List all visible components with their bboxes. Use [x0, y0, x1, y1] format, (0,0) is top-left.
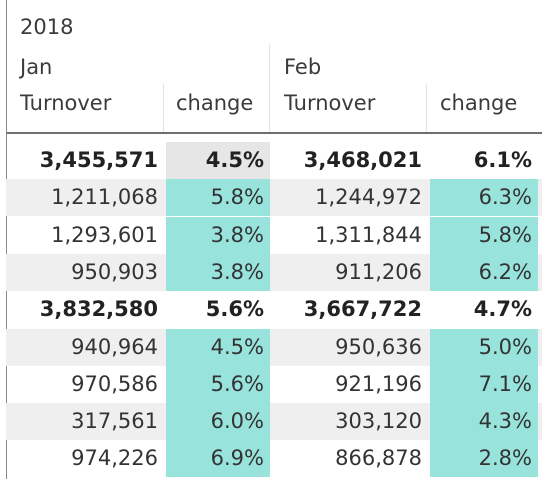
cell-jan-change[interactable]: 6.0%: [166, 403, 270, 440]
cell-jan-turnover[interactable]: 950,903: [71, 260, 158, 284]
table-row-total[interactable]: 3,455,571 4.5% 3,468,021 6.1%: [6, 142, 542, 179]
cell-jan-change[interactable]: 6.9%: [166, 440, 270, 477]
table-row-total[interactable]: 3,832,580 5.6% 3,667,722 4.7%: [6, 291, 542, 328]
cell-feb-change[interactable]: 4.7%: [473, 297, 532, 321]
cell-jan-turnover[interactable]: 3,832,580: [39, 297, 158, 321]
cell-jan-turnover[interactable]: 3,455,571: [39, 148, 158, 172]
cell-feb-turnover[interactable]: 303,120: [335, 409, 422, 433]
cell-feb-change[interactable]: 4.3%: [430, 403, 538, 440]
column-header-feb-change[interactable]: change: [440, 91, 518, 115]
cell-jan-turnover[interactable]: 317,561: [71, 409, 158, 433]
cell-jan-turnover[interactable]: 970,586: [71, 372, 158, 396]
cell-feb-change[interactable]: 2.8%: [430, 440, 538, 477]
header-underline: [6, 132, 542, 134]
cell-jan-turnover[interactable]: 974,226: [71, 446, 158, 470]
table-row[interactable]: 970,586 5.6% 921,196 7.1%: [6, 366, 542, 403]
month-header-jan[interactable]: Jan: [20, 55, 53, 79]
cell-jan-change[interactable]: 5.6%: [205, 297, 264, 321]
cell-feb-turnover[interactable]: 921,196: [335, 372, 422, 396]
column-divider: [269, 44, 270, 132]
cell-feb-change[interactable]: 5.8%: [430, 217, 538, 254]
cell-jan-change[interactable]: 4.5%: [166, 142, 270, 179]
cell-feb-change[interactable]: 7.1%: [430, 366, 538, 403]
cell-feb-turnover[interactable]: 866,878: [335, 446, 422, 470]
cell-jan-turnover[interactable]: 940,964: [71, 335, 158, 359]
cell-feb-turnover[interactable]: 3,468,021: [303, 148, 422, 172]
cell-feb-turnover[interactable]: 1,244,972: [315, 185, 422, 209]
column-divider: [163, 84, 164, 132]
table-row[interactable]: 317,561 6.0% 303,120 4.3%: [6, 403, 542, 440]
table-row[interactable]: 1,211,068 5.8% 1,244,972 6.3%: [6, 179, 542, 216]
table-left-border: [6, 0, 7, 479]
cell-feb-turnover[interactable]: 950,636: [335, 335, 422, 359]
cell-feb-change[interactable]: 6.3%: [430, 179, 538, 216]
table-row[interactable]: 1,293,601 3.8% 1,311,844 5.8%: [6, 217, 542, 254]
cell-feb-turnover[interactable]: 911,206: [335, 260, 422, 284]
table-row[interactable]: 940,964 4.5% 950,636 5.0%: [6, 329, 542, 366]
cell-jan-change[interactable]: 3.8%: [166, 254, 270, 291]
cell-jan-change[interactable]: 5.6%: [166, 366, 270, 403]
cell-jan-turnover[interactable]: 1,293,601: [51, 223, 158, 247]
cell-feb-change[interactable]: 6.2%: [430, 254, 538, 291]
cell-feb-turnover[interactable]: 3,667,722: [303, 297, 422, 321]
cell-feb-change[interactable]: 6.1%: [473, 148, 532, 172]
cell-feb-change[interactable]: 5.0%: [430, 329, 538, 366]
cell-jan-change[interactable]: 3.8%: [166, 217, 270, 254]
year-header[interactable]: 2018: [20, 15, 74, 39]
table-row[interactable]: 950,903 3.8% 911,206 6.2%: [6, 254, 542, 291]
column-header-feb-turnover[interactable]: Turnover: [284, 91, 376, 115]
column-divider: [426, 84, 427, 132]
column-header-jan-turnover[interactable]: Turnover: [20, 91, 112, 115]
table-row[interactable]: 974,226 6.9% 866,878 2.8%: [6, 440, 542, 477]
cell-jan-change[interactable]: 5.8%: [166, 179, 270, 216]
month-header-feb[interactable]: Feb: [284, 55, 322, 79]
cell-jan-turnover[interactable]: 1,211,068: [51, 185, 158, 209]
cell-jan-change[interactable]: 4.5%: [166, 329, 270, 366]
cell-feb-turnover[interactable]: 1,311,844: [315, 223, 422, 247]
column-header-jan-change[interactable]: change: [176, 91, 254, 115]
